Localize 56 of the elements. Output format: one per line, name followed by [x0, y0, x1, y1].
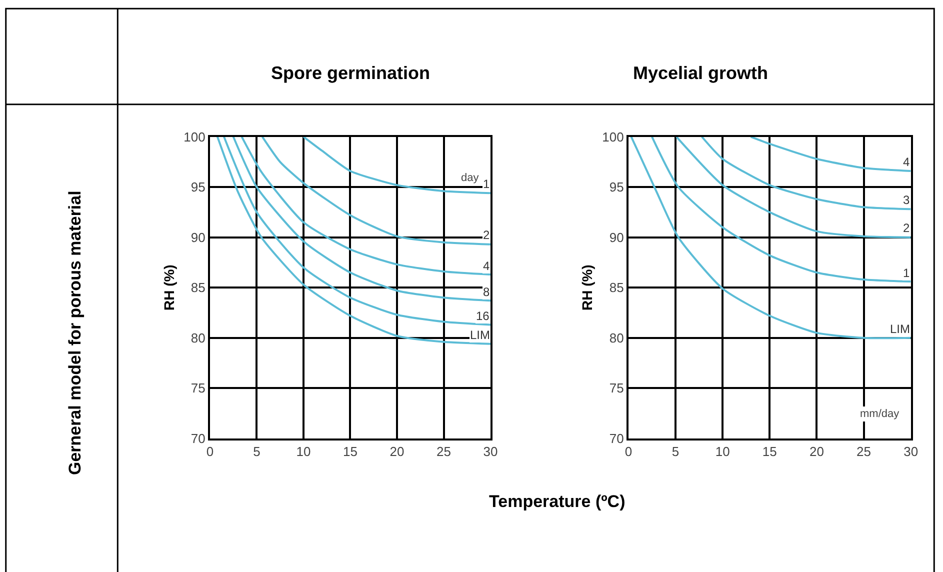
series-label: LIM — [470, 328, 490, 342]
series-label: 2 — [483, 228, 490, 242]
series-label: 1 — [483, 177, 490, 191]
y-tick-label: 75 — [609, 380, 624, 396]
x-tick-label: 15 — [343, 444, 358, 459]
x-tick-label: 20 — [809, 444, 824, 459]
x-tick-label: 10 — [715, 444, 730, 459]
annotation: day — [461, 172, 480, 184]
line-series — [650, 136, 911, 283]
x-tick-label: 15 — [762, 444, 777, 459]
line-series — [261, 136, 491, 246]
y-tick-label: 100 — [184, 129, 206, 144]
y-axis-title: RH (%) — [160, 264, 177, 311]
text: Gerneral model for porous material — [66, 190, 85, 476]
y-tick-label: 85 — [609, 280, 624, 296]
y-tick-label: 95 — [190, 180, 206, 195]
line-series — [240, 136, 491, 276]
chart-title: Spore germination — [271, 63, 430, 83]
y-tick-label: 80 — [609, 330, 624, 346]
y-tick-label: 70 — [190, 430, 206, 446]
x-tick-label: 30 — [904, 444, 918, 459]
x-tick-label: 30 — [483, 444, 498, 459]
series-label: 4 — [483, 259, 490, 273]
line-series — [675, 136, 911, 238]
y-tick-label: 95 — [609, 180, 624, 195]
line-series — [700, 136, 911, 210]
series-label: 2 — [903, 221, 910, 235]
x-tick-label: 20 — [390, 444, 404, 459]
series-label: 8 — [483, 285, 490, 299]
series-label: LIM — [890, 322, 910, 336]
y-tick-label: 75 — [190, 380, 206, 396]
y-axis-title: RH (%) — [579, 264, 596, 311]
annotation: mm/day — [860, 408, 900, 420]
x-tick-label: 25 — [436, 444, 451, 459]
y-tick-label: 80 — [190, 330, 206, 346]
series-label: 3 — [903, 193, 910, 207]
y-tick-label: 90 — [190, 230, 206, 245]
y-tick-label: 100 — [602, 129, 624, 144]
x-tick-label: 0 — [624, 444, 632, 459]
y-tick-label: 85 — [190, 280, 206, 296]
series-label: 1 — [903, 266, 910, 280]
series-label: 4 — [903, 155, 910, 169]
line-series — [630, 136, 911, 340]
series-label: 16 — [476, 309, 490, 323]
chart-title: Mycelial growth — [633, 63, 768, 83]
x-tick-label: 0 — [206, 444, 214, 459]
line-series — [302, 136, 491, 194]
x-tick-label: 5 — [253, 444, 260, 459]
y-tick-label: 90 — [609, 230, 624, 245]
x-axis-title: Temperature (ºC) — [489, 492, 626, 511]
x-tick-label: 25 — [856, 444, 872, 459]
y-tick-label: 70 — [609, 430, 624, 446]
line-series — [750, 136, 911, 172]
x-tick-label: 5 — [672, 444, 680, 459]
x-tick-label: 10 — [296, 444, 311, 459]
line-series — [232, 136, 491, 302]
